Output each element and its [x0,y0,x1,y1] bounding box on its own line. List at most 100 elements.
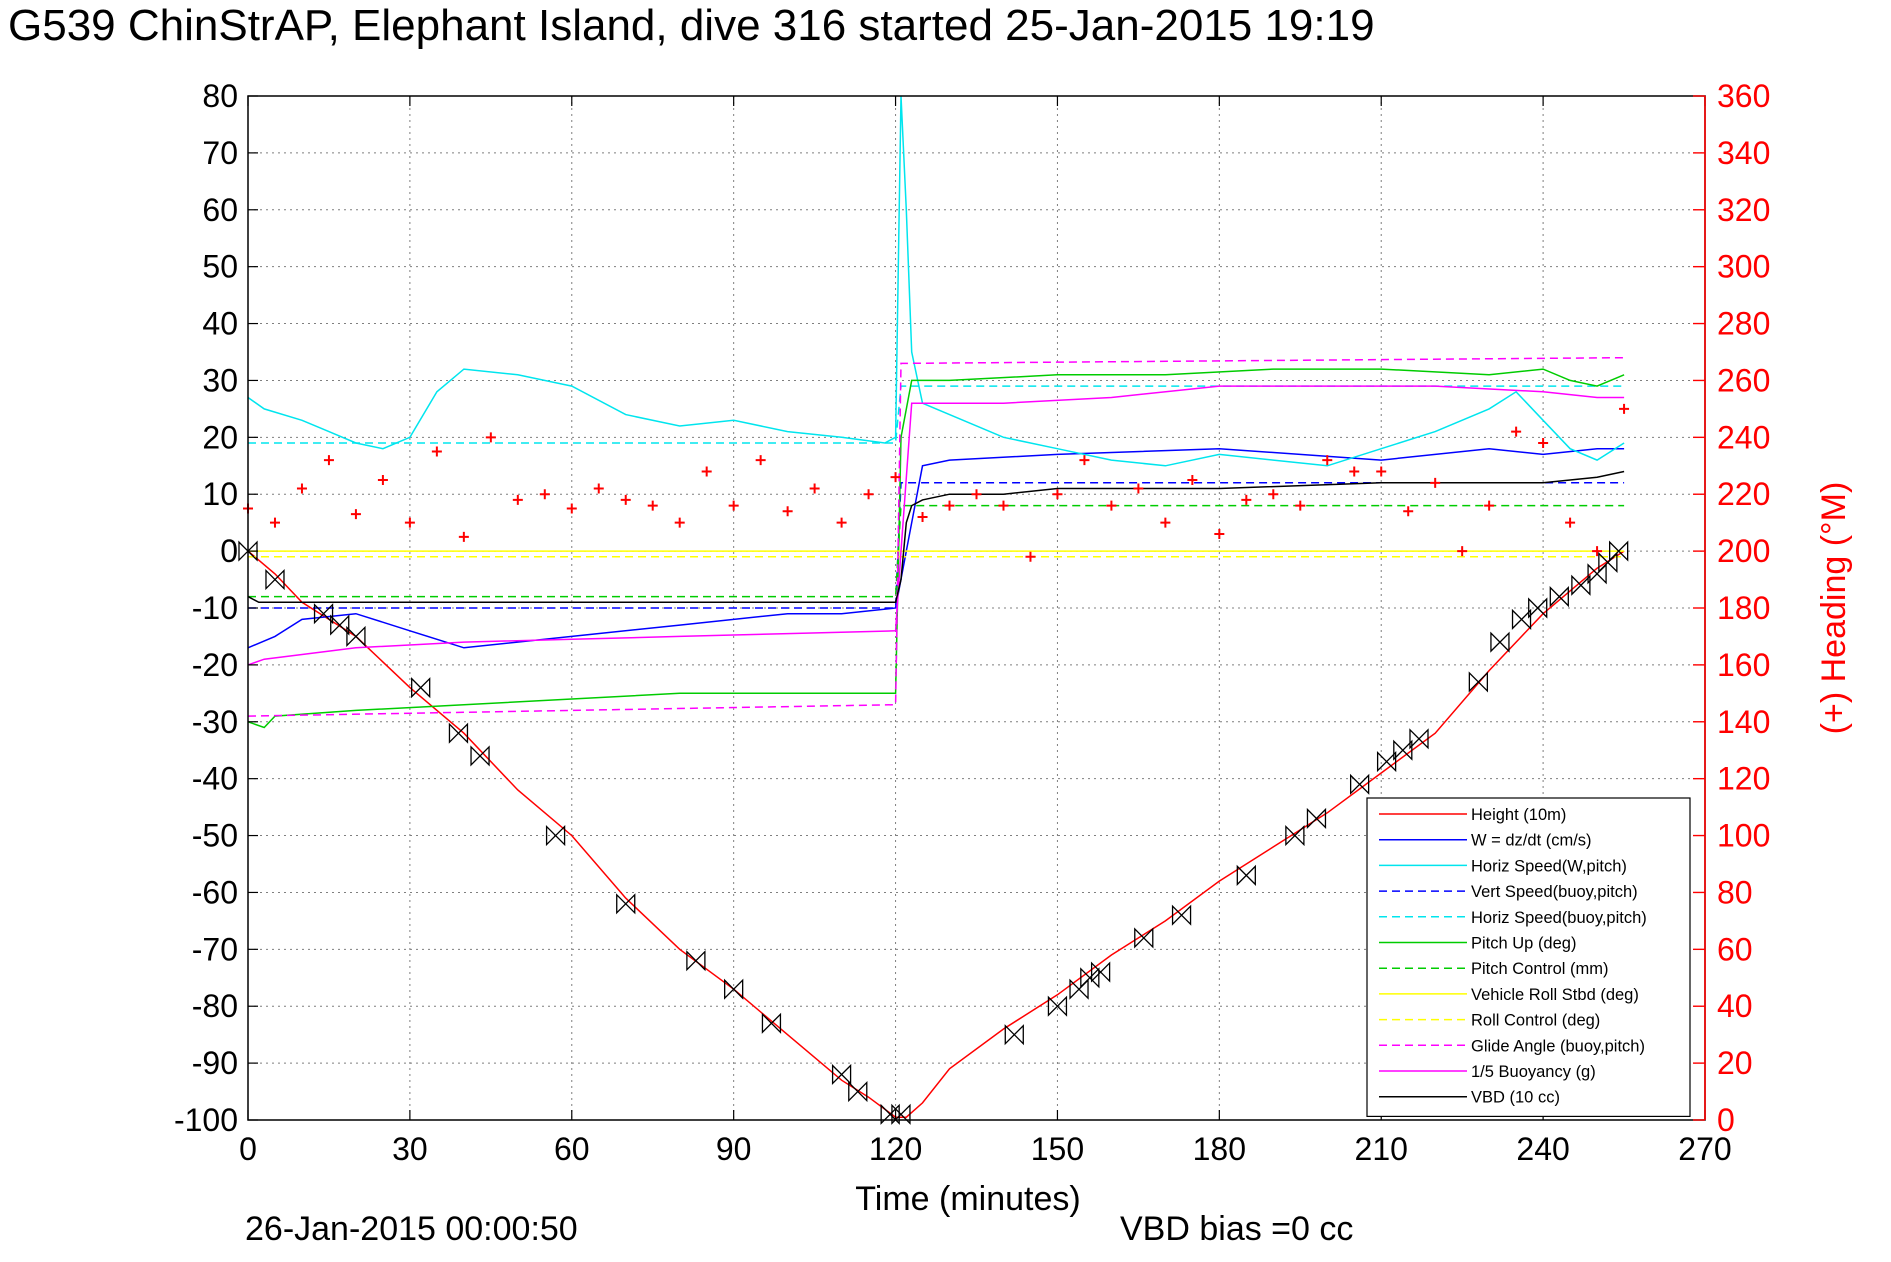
heading-point [782,506,793,517]
y2-tick-label: 280 [1717,306,1770,342]
y2-tick-label: 220 [1717,476,1770,512]
y-tick-label: -20 [192,647,238,683]
heading-point [323,455,334,466]
y2-tick-label: 200 [1717,533,1770,569]
dive-marker [1004,1024,1024,1046]
heading-point [890,472,901,483]
legend-label: Horiz Speed(buoy,pitch) [1471,909,1647,927]
dive-marker [1285,824,1305,847]
y2-tick-label: 320 [1717,192,1770,228]
series-line-5 [247,368,1625,729]
x-tick-label: 60 [554,1131,590,1167]
heading-point [1403,506,1414,517]
series-line-1 [247,447,1625,649]
heading-point [1079,455,1090,466]
heading-point [1484,500,1495,511]
series-line-9 [247,356,1625,717]
legend-label: Horiz Speed(W,pitch) [1471,857,1627,875]
dive-marker [616,893,636,915]
dive-marker [545,824,566,847]
legend-label: W = dz/dt (cm/s) [1471,832,1592,850]
y-tick-label: 80 [202,78,238,114]
heading-point [701,466,712,477]
series-layer [238,95,1630,1125]
y2-tick-label: 160 [1717,647,1770,683]
dive-marker [724,978,744,1000]
dive-marker [1549,586,1569,608]
y-tick-label: -50 [192,818,238,854]
y-tick-label: -90 [192,1045,238,1081]
heading-point [1376,466,1387,477]
heading-point [944,500,955,511]
dive-marker [265,568,285,591]
series-line-3 [248,482,1625,609]
y2-tick-label: 80 [1717,874,1753,910]
x-tick-label: 0 [239,1131,257,1167]
y2-tick-label: 20 [1717,1045,1753,1081]
heading-point [593,483,604,494]
dive-marker [470,745,490,767]
y2-tick-label: 140 [1717,704,1770,740]
heading-point [1349,466,1360,477]
heading-point [1160,517,1171,528]
dive-marker [1490,631,1510,653]
heading-point [485,432,496,443]
dive-marker [1528,597,1548,619]
heading-point [1619,403,1630,414]
y2-tick-label: 40 [1717,988,1753,1024]
heading-point [755,455,766,466]
y-tick-label: 10 [202,476,238,512]
y2-tick-label: 0 [1717,1102,1735,1138]
dive-marker [686,950,706,972]
y2-tick-label: 100 [1717,818,1770,854]
dive-marker [831,1063,852,1086]
heading-point [1457,546,1468,557]
dive-marker [880,1103,900,1125]
heading-point [917,511,928,522]
series-line-4 [248,385,1625,444]
y-tick-label: 20 [202,419,238,455]
heading-point [404,517,415,528]
y-tick-label: 60 [202,192,238,228]
heading-point [1025,551,1036,562]
heading-point [1322,455,1333,466]
heading-point [998,500,1009,511]
legend-label: Roll Control (deg) [1471,1012,1600,1030]
heading-point [1214,529,1225,540]
y2-tick-label: 260 [1717,362,1770,398]
y-tick-label: 30 [202,362,238,398]
legend-label: VBD (10 cc) [1471,1089,1560,1107]
dive-marker [1047,995,1068,1017]
dive-marker [1393,739,1413,761]
y2-tick-label: 60 [1717,931,1753,967]
heading-point [863,489,874,500]
series-line-2 [247,95,1625,467]
heading-point [1295,500,1306,511]
footer-vbd-bias: VBD bias =0 cc [1120,1210,1353,1248]
y2-tick-label: 300 [1717,249,1770,285]
legend-label: Vehicle Roll Stbd (deg) [1471,986,1639,1004]
heading-point [647,500,658,511]
x-tick-label: 270 [1678,1131,1731,1167]
x-tick-label: 120 [869,1131,922,1167]
dive-marker [1571,574,1591,596]
dive-marker [848,1080,868,1103]
y-tick-label: 0 [220,533,238,569]
dive-marker [1409,728,1429,750]
heading-point [1430,477,1441,488]
heading-point [431,446,442,457]
heading-point [1592,546,1603,557]
y-tick-label: -30 [192,704,238,740]
x-tick-label: 150 [1031,1131,1084,1167]
legend: Height (10m) W = dz/dt (cm/s) Horiz Speed(… [1366,797,1691,1117]
x-tick-label: 180 [1193,1131,1246,1167]
dive-marker [1609,540,1629,562]
heading-point [269,517,280,528]
y-tick-label: -80 [192,988,238,1024]
y-tick-label: -70 [192,931,238,967]
chart-title: G539 ChinStrAP, Elephant Island, dive 31… [8,1,1375,50]
dive-marker [891,1103,911,1125]
heading-point [458,531,469,542]
dive-marker [346,625,366,648]
dive-marker [1349,773,1370,795]
